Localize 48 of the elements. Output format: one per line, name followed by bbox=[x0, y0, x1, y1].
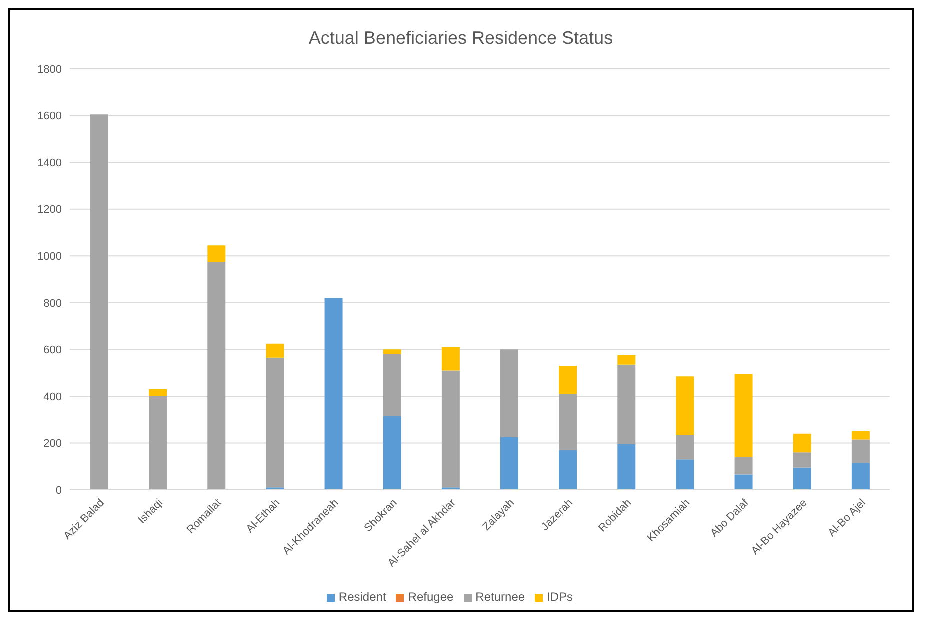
bar bbox=[618, 444, 636, 490]
y-tick-label: 1400 bbox=[38, 157, 62, 170]
bar bbox=[383, 416, 402, 490]
legend-label: IDPs bbox=[547, 590, 574, 604]
legend-label: Refugee bbox=[408, 590, 454, 604]
bar bbox=[793, 452, 812, 468]
y-tick-label: 1200 bbox=[38, 204, 62, 216]
bar bbox=[266, 358, 284, 488]
bar bbox=[618, 364, 636, 444]
bar bbox=[500, 437, 518, 490]
y-tick-label: 1000 bbox=[38, 251, 62, 264]
bar bbox=[793, 434, 812, 453]
bar bbox=[383, 350, 402, 354]
bar bbox=[442, 370, 460, 488]
bar bbox=[383, 354, 402, 416]
bar bbox=[793, 468, 812, 490]
bar bbox=[559, 450, 578, 490]
legend-label: Resident bbox=[338, 590, 386, 604]
y-tick-label: 1800 bbox=[38, 64, 62, 76]
bar bbox=[618, 356, 636, 365]
bar bbox=[149, 396, 168, 490]
bar bbox=[149, 389, 168, 396]
y-tick-label: 600 bbox=[44, 344, 62, 357]
y-tick-label: 1600 bbox=[38, 110, 62, 123]
bar bbox=[208, 246, 226, 262]
bar bbox=[324, 298, 343, 490]
bar bbox=[559, 366, 578, 394]
bar bbox=[734, 374, 753, 458]
bar bbox=[559, 394, 578, 450]
bar bbox=[90, 114, 108, 490]
legend-label: Returnee bbox=[476, 590, 526, 604]
y-tick-label: 0 bbox=[56, 484, 62, 497]
y-tick-label: 800 bbox=[44, 298, 62, 310]
y-tick-label: 400 bbox=[44, 391, 62, 404]
bar bbox=[734, 474, 753, 490]
chart-title: Actual Beneficiaries Residence Status bbox=[308, 27, 614, 49]
bar bbox=[676, 376, 694, 436]
y-tick-label: 200 bbox=[44, 438, 62, 450]
bar bbox=[676, 460, 694, 490]
bar bbox=[852, 432, 870, 440]
bar bbox=[852, 440, 870, 464]
bar bbox=[852, 463, 870, 490]
bar bbox=[734, 457, 753, 475]
bar bbox=[208, 262, 226, 490]
bar bbox=[266, 344, 284, 358]
bar bbox=[442, 347, 460, 371]
bar bbox=[500, 350, 518, 438]
bar bbox=[676, 435, 694, 460]
